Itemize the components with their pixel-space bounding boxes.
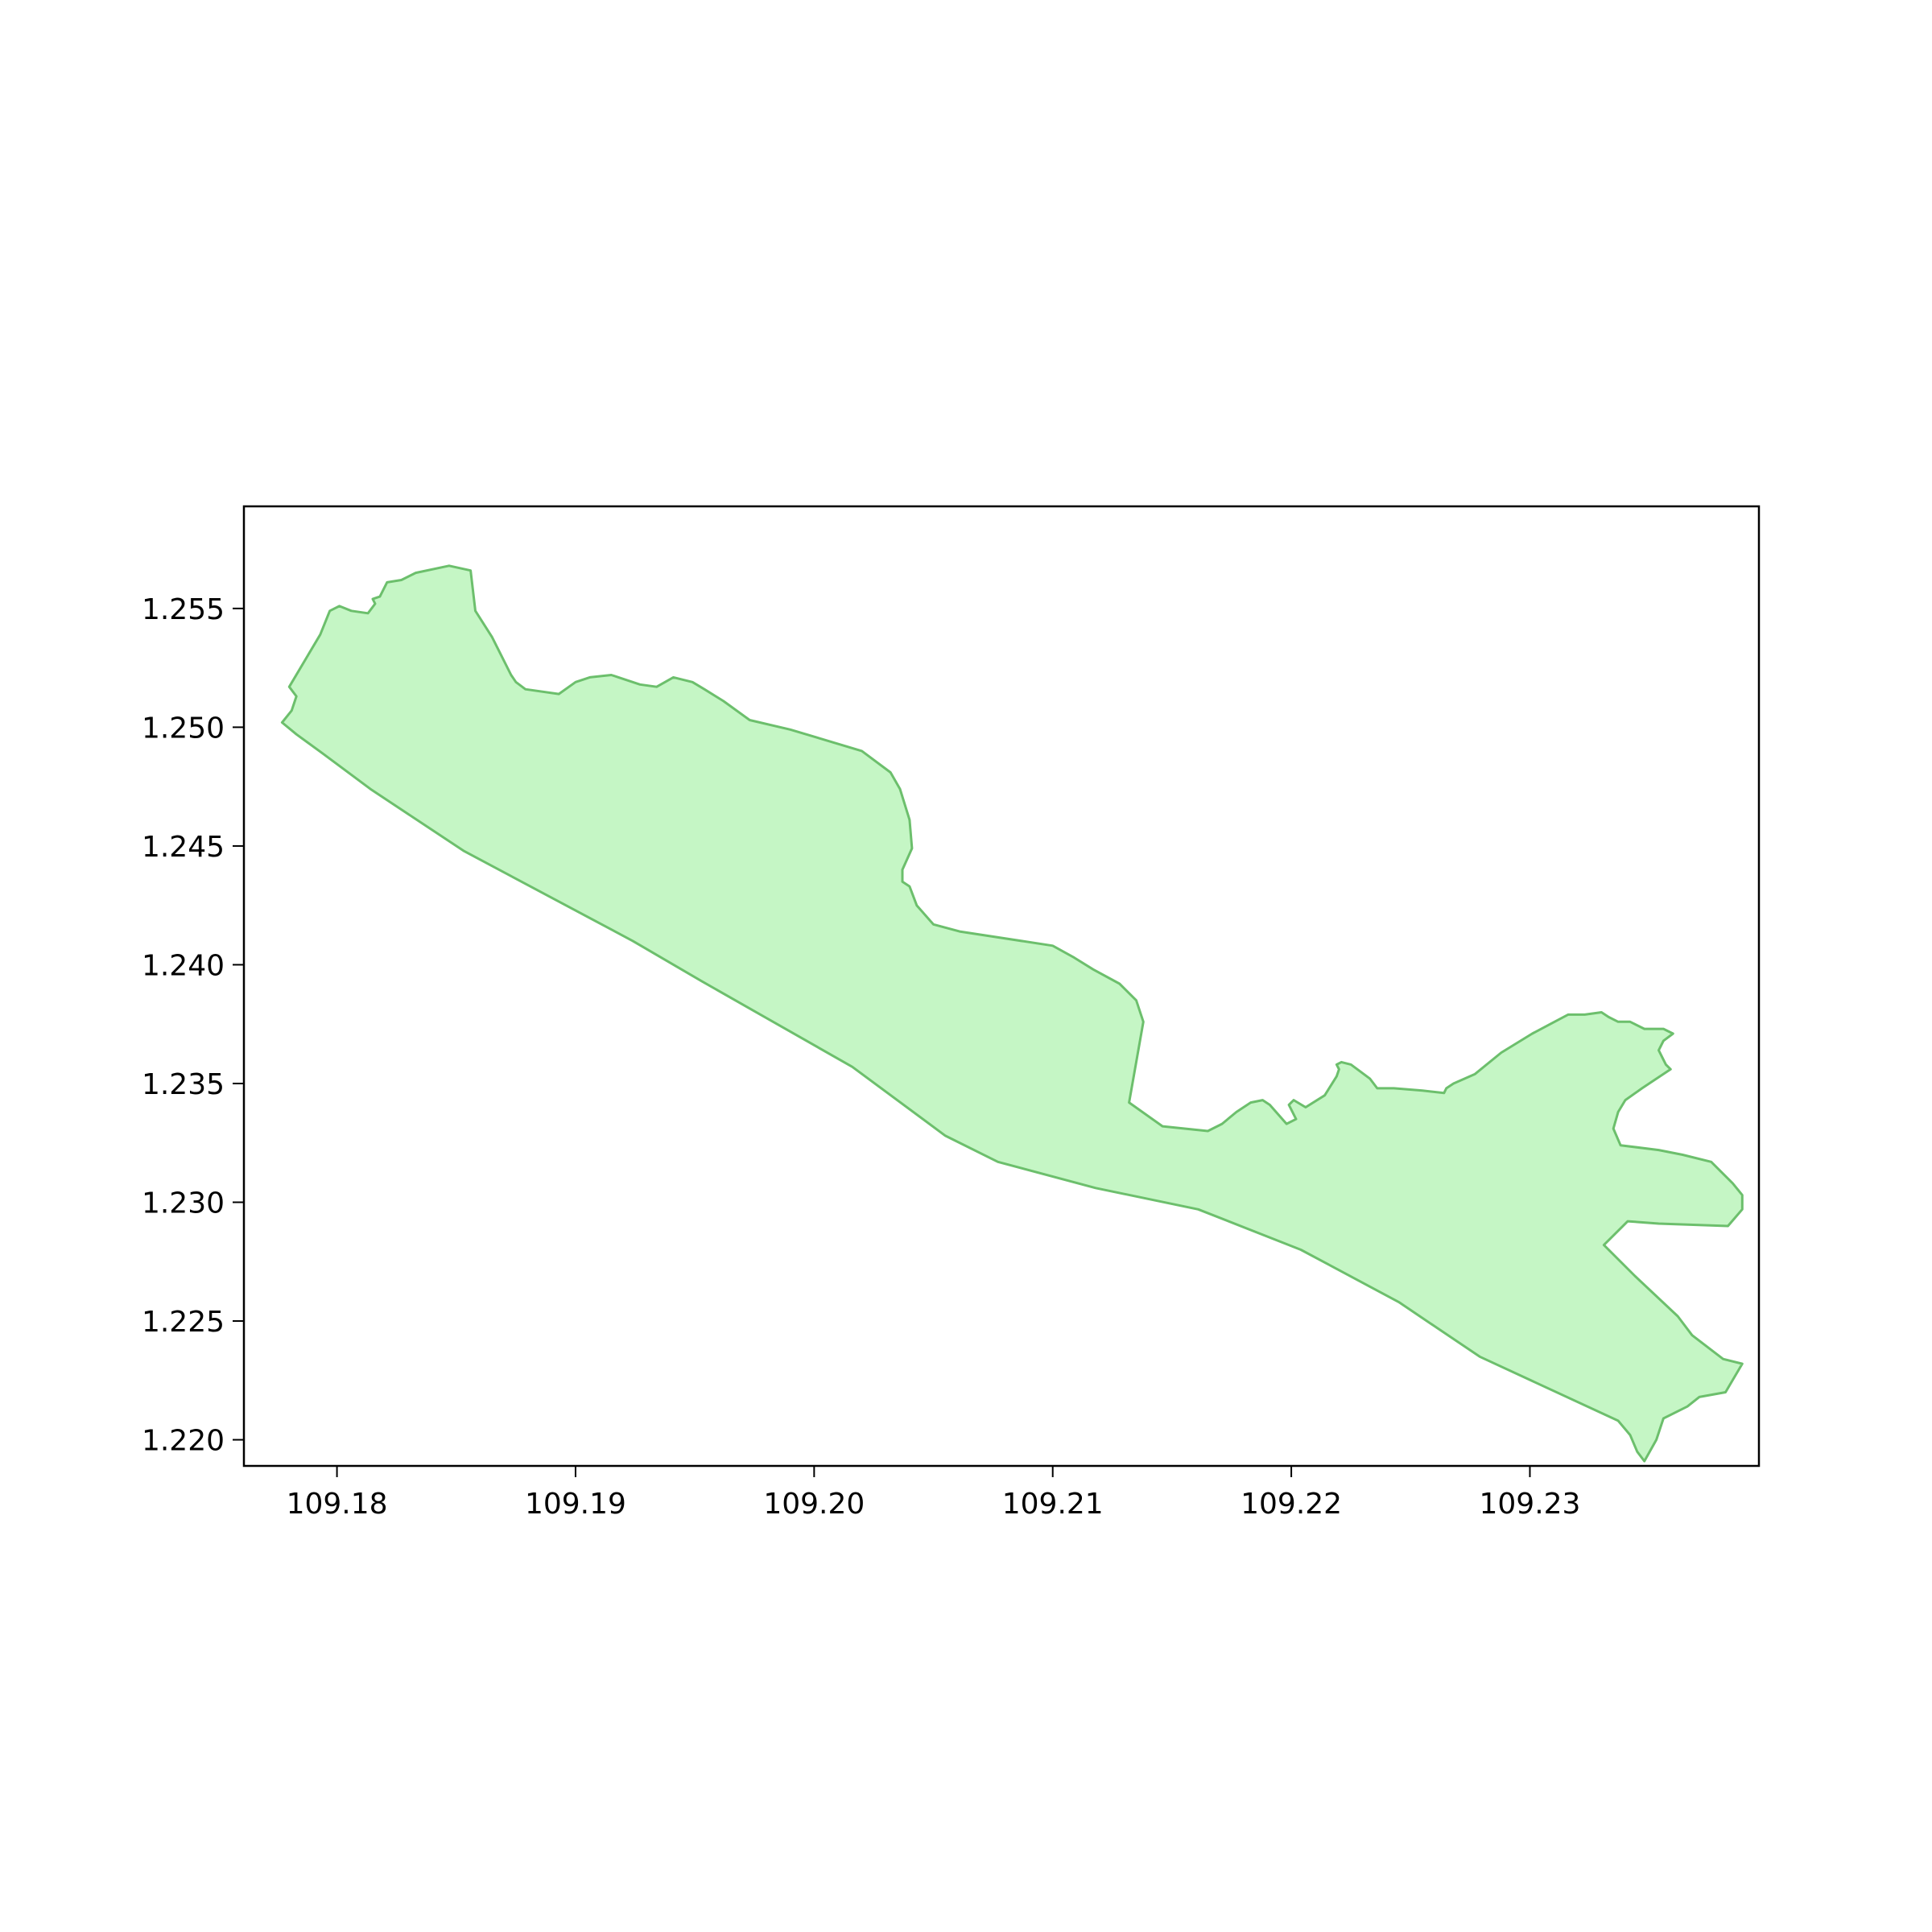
x-axis: 109.18 109.19 109.20 109.21 109.22 109.23 <box>287 1466 1580 1521</box>
plot-area <box>280 564 1744 1463</box>
y-tick-label: 1.235 <box>142 1068 225 1101</box>
y-tick-label: 1.220 <box>142 1425 225 1458</box>
y-tick-label: 1.245 <box>142 831 225 864</box>
region-polygon <box>280 564 1744 1463</box>
y-tick-label: 1.250 <box>142 712 225 745</box>
y-tick-label: 1.240 <box>142 949 225 982</box>
x-tick-label: 109.23 <box>1479 1488 1580 1521</box>
x-tick-label: 109.20 <box>763 1488 865 1521</box>
y-axis: 1.255 1.250 1.245 1.240 1.235 1.230 1.225 1.220 <box>142 593 244 1458</box>
y-tick-label: 1.255 <box>142 593 225 626</box>
y-tick-label: 1.225 <box>142 1306 225 1339</box>
y-tick-label: 1.230 <box>142 1187 225 1220</box>
axes-frame <box>242 505 1761 1468</box>
x-tick-label: 109.19 <box>525 1488 626 1521</box>
x-tick-label: 109.22 <box>1241 1488 1342 1521</box>
x-tick-label: 109.21 <box>1002 1488 1104 1521</box>
x-tick-label: 109.18 <box>287 1488 388 1521</box>
